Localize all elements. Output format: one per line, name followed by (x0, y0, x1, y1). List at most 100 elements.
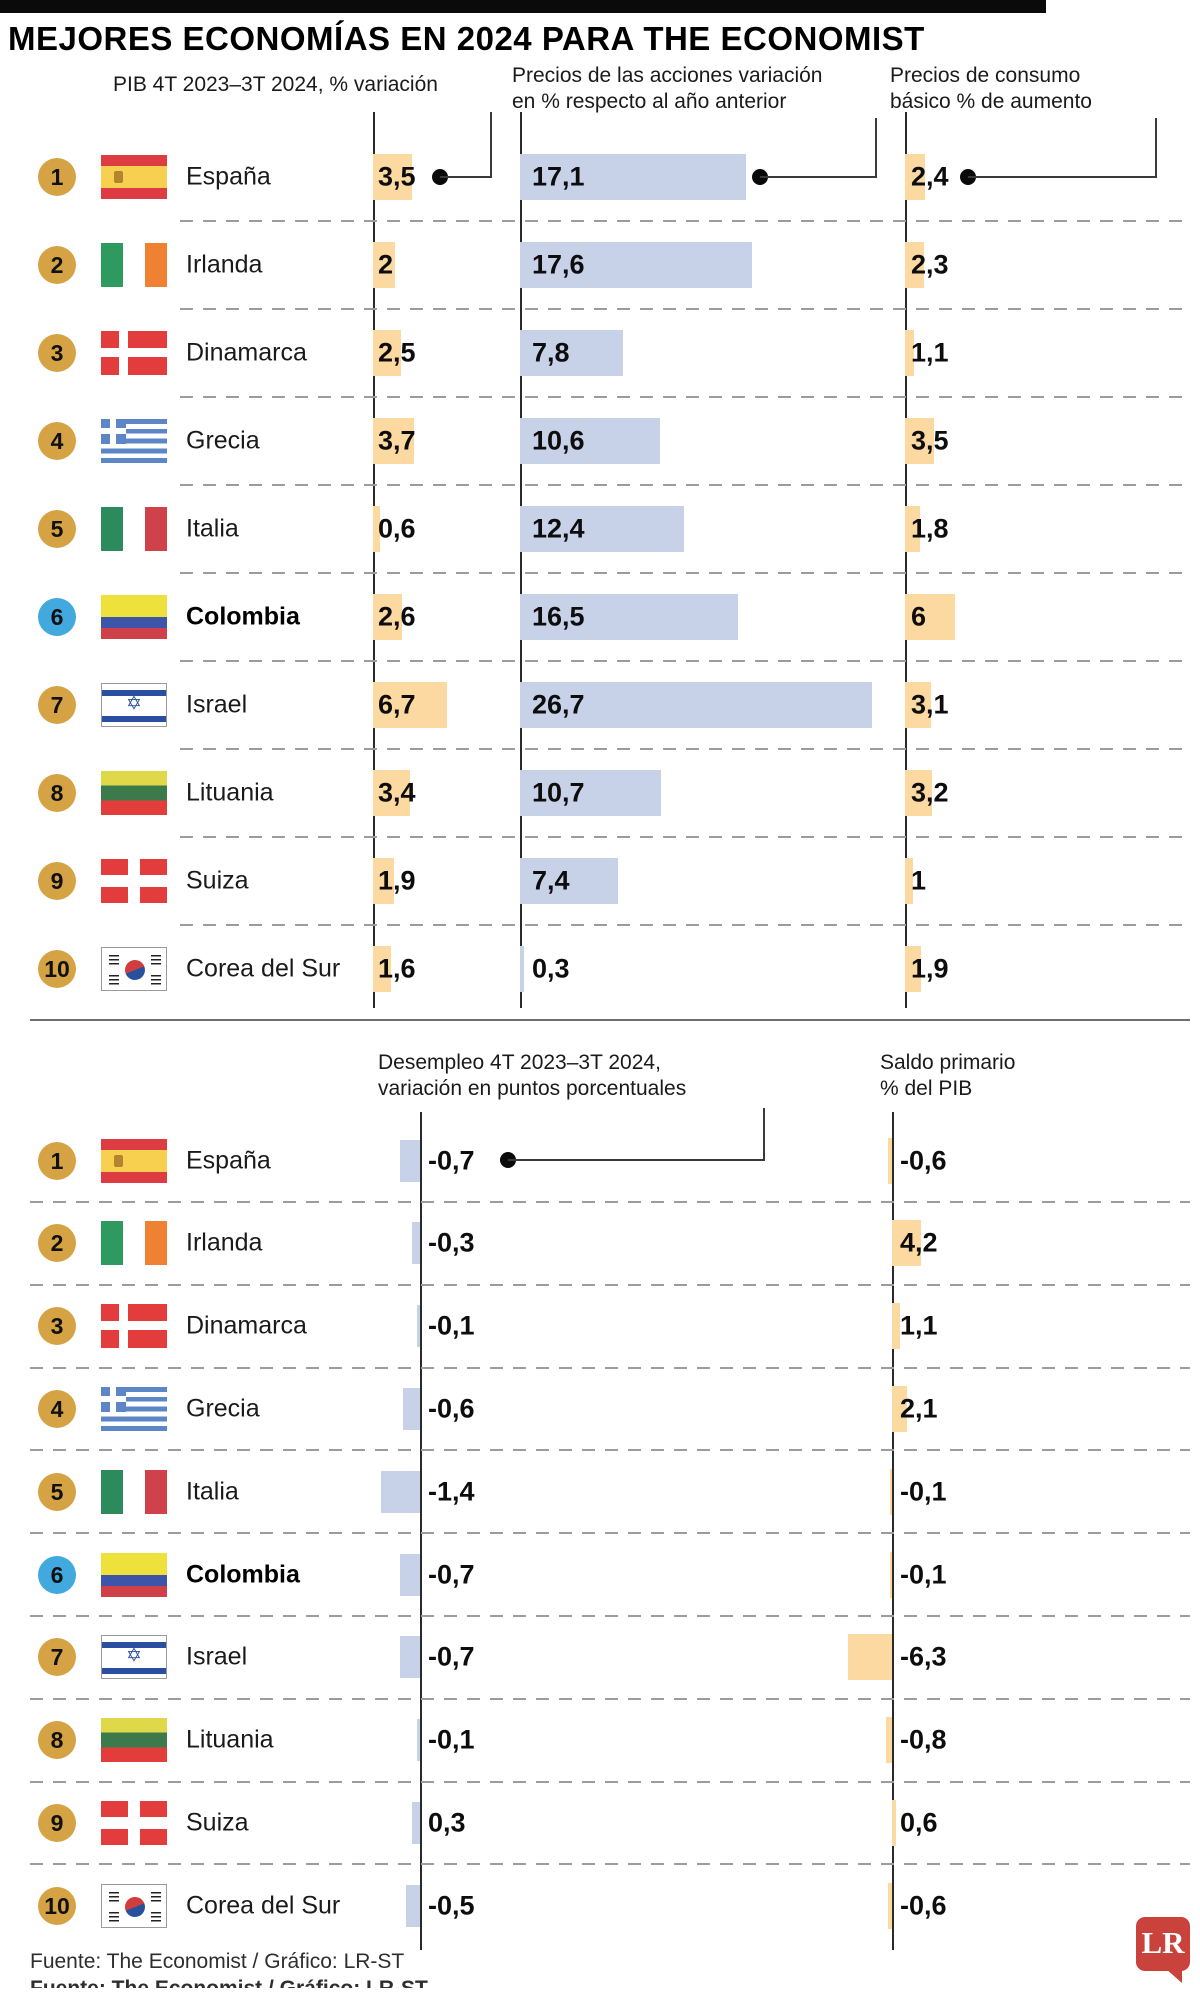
balance-bar (892, 1303, 900, 1350)
header-balance: Saldo primario % del PIB (880, 1050, 1015, 1102)
unemployment-bar (400, 1139, 420, 1182)
prices-bar (905, 682, 931, 728)
il-flag (101, 1635, 167, 1680)
clipped-credit-line: Fuente: The Economist / Gráfico: LR-ST (30, 1977, 428, 1988)
stocks-bar (520, 770, 662, 816)
balance-value: 1,1 (900, 1310, 938, 1341)
stocks-axis (520, 112, 522, 1008)
rank-badge: 4 (38, 422, 76, 460)
header-stocks-line1: Precios de las acciones variación (512, 64, 823, 87)
balance-value: -6,3 (900, 1641, 947, 1672)
gdp-axis (373, 112, 375, 1008)
unemployment-value: -0,6 (428, 1393, 475, 1424)
ie-flag (101, 1221, 167, 1266)
stocks-value: 0,3 (532, 953, 570, 984)
country-name: Lituania (186, 1725, 274, 1754)
unemployment-bar (411, 1801, 420, 1844)
it-flag (101, 1469, 167, 1514)
header-stocks: Precios de las acciones variación en % r… (512, 63, 823, 115)
stocks-value: 7,8 (532, 337, 570, 368)
unemployment-axis (420, 1112, 422, 1950)
prices-bar (905, 946, 921, 992)
rank-badge: 1 (38, 158, 76, 196)
stocks-value: 12,4 (532, 513, 585, 544)
header-prices: Precios de consumo básico % de aumento (890, 63, 1092, 115)
stocks-value: 7,4 (532, 865, 570, 896)
country-name: Corea del Sur (186, 954, 341, 983)
row-separator (30, 1201, 1190, 1203)
lt-flag (101, 1718, 167, 1763)
unemployment-value: -0,5 (428, 1890, 475, 1921)
ranking-row-co-bottom: 6 Colombia -0,7 -0,1 (0, 1533, 1200, 1616)
co-flag (101, 595, 167, 639)
rank-badge: 6 (38, 598, 76, 636)
il-flag (101, 683, 167, 727)
unemployment-bar (406, 1884, 420, 1927)
unemployment-bar (403, 1387, 420, 1430)
unemployment-bar (400, 1553, 420, 1596)
ranking-row-it-bottom: 5 Italia -1,4 -0,1 (0, 1450, 1200, 1533)
balance-value: 2,1 (900, 1393, 938, 1424)
source-credit: Fuente: The Economist / Gráfico: LR-ST (30, 1950, 405, 1973)
ranking-row-dk-bottom: 3 Dinamarca -0,1 1,1 (0, 1285, 1200, 1368)
stocks-bar (520, 154, 746, 200)
unemployment-bar (400, 1636, 420, 1679)
rank-badge: 8 (38, 1721, 76, 1760)
country-name: Lituania (186, 778, 274, 807)
row-separator (180, 308, 1190, 310)
country-name: Grecia (186, 1394, 260, 1423)
row-separator (180, 836, 1190, 838)
unemployment-value: 0,3 (428, 1807, 466, 1838)
unemployment-bar (411, 1222, 420, 1265)
gdp-bar (373, 242, 395, 288)
row-separator (30, 1532, 1190, 1535)
balance-bar (887, 1137, 892, 1184)
unemployment-bar (417, 1719, 420, 1762)
balance-value: -0,6 (900, 1890, 947, 1921)
country-name: Corea del Sur (186, 1891, 341, 1920)
country-name: España (186, 1146, 271, 1174)
row-separator (30, 1615, 1190, 1617)
ranking-row-es-bottom: 1 España -0,7 -0,6 (0, 1119, 1200, 1202)
rank-badge: 2 (38, 1224, 76, 1263)
gdp-value: 2,6 (378, 601, 416, 632)
prices-bar (905, 330, 915, 376)
country-name: Dinamarca (186, 1311, 307, 1340)
prices-value: 2,4 (911, 161, 949, 192)
ranking-row-ch-bottom: 9 Suiza 0,3 0,6 (0, 1781, 1200, 1864)
unemployment-value: -1,4 (428, 1476, 475, 1507)
header-stocks-line2: en % respecto al año anterior (512, 90, 787, 113)
ranking-row-gr-bottom: 4 Grecia -0,6 2,1 (0, 1367, 1200, 1450)
row-separator (30, 1697, 1190, 1700)
ranking-row-il: 7 Israel 6,7 26,7 3,1 (0, 661, 1200, 749)
prices-value: 3,5 (911, 425, 949, 456)
row-separator (30, 1780, 1190, 1783)
row-separator (30, 1366, 1190, 1369)
balance-bar (847, 1634, 892, 1681)
gdp-value: 6,7 (378, 689, 416, 720)
stocks-bar (520, 594, 738, 640)
row-separator (180, 748, 1190, 750)
prices-value: 6 (911, 601, 927, 632)
country-name: Grecia (186, 426, 260, 455)
prices-callout-line (968, 176, 1157, 178)
stocks-value: 10,6 (532, 425, 585, 456)
section-divider (30, 1019, 1190, 1021)
ie-flag (101, 243, 167, 287)
balance-value: 0,6 (900, 1807, 938, 1838)
stocks-value: 16,5 (532, 601, 585, 632)
page-title: MEJORES ECONOMÍAS EN 2024 PARA THE ECONO… (8, 20, 925, 57)
header-unemployment-line1: Desempleo 4T 2023–3T 2024, (378, 1051, 661, 1074)
ranking-row-co: 6 Colombia 2,6 16,5 6 (0, 573, 1200, 661)
prices-value: 1,1 (911, 337, 949, 368)
row-separator (180, 924, 1190, 926)
balance-value: -0,8 (900, 1724, 947, 1755)
country-name: Israel (186, 690, 248, 719)
stocks-bar (520, 946, 524, 992)
row-separator (30, 1863, 1190, 1866)
gr-flag (101, 419, 167, 463)
ranking-row-ie: 2 Irlanda 2 17,6 2,3 (0, 221, 1200, 309)
country-name: España (186, 162, 271, 191)
gdp-bar (373, 506, 380, 552)
